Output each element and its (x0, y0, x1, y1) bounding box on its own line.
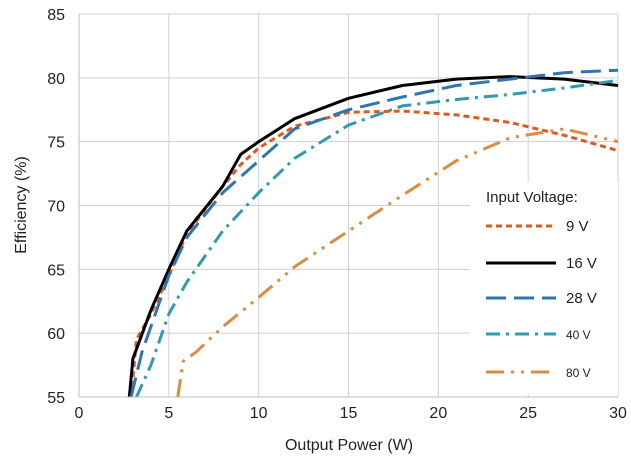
x-axis-title: Output Power (W) (285, 437, 413, 454)
legend-label: 9 V (566, 218, 589, 235)
axis-layer: 0 5 10 15 20 25 30 55 60 65 70 75 80 85 (47, 7, 627, 422)
x-tick-label: 20 (429, 405, 447, 422)
series-line-9v (129, 109, 619, 398)
legend: Input Voltage: 9 V 16 V 28 V 40 V 80 V (470, 182, 618, 394)
x-tick-label: 25 (519, 405, 537, 422)
series-line-28v (129, 68, 619, 398)
y-tick-label: 55 (47, 390, 65, 407)
x-tick-label: 0 (75, 405, 84, 422)
legend-label: 80 V (566, 366, 591, 380)
y-tick-label: 75 (47, 135, 65, 152)
y-tick-label: 85 (47, 7, 65, 24)
series-line-40v (135, 78, 619, 398)
legend-label: 16 V (566, 255, 597, 272)
legend-label: 40 V (566, 328, 591, 342)
y-axis-title: Efficiency (%) (13, 156, 30, 254)
x-tick-label: 10 (250, 405, 268, 422)
legend-label: 28 V (566, 290, 597, 307)
legend-title: Input Voltage: (486, 189, 578, 206)
y-tick-label: 60 (47, 326, 65, 343)
series-layer (127, 68, 619, 398)
y-tick-label: 70 (47, 199, 65, 216)
series-line-80v (176, 127, 619, 398)
y-tick-label: 80 (47, 71, 65, 88)
series-line-16v (127, 75, 619, 398)
y-tick-label: 65 (47, 262, 65, 279)
x-tick-label: 5 (164, 405, 173, 422)
legend-background (470, 182, 618, 394)
x-tick-label: 30 (609, 405, 627, 422)
x-tick-label: 15 (340, 405, 358, 422)
